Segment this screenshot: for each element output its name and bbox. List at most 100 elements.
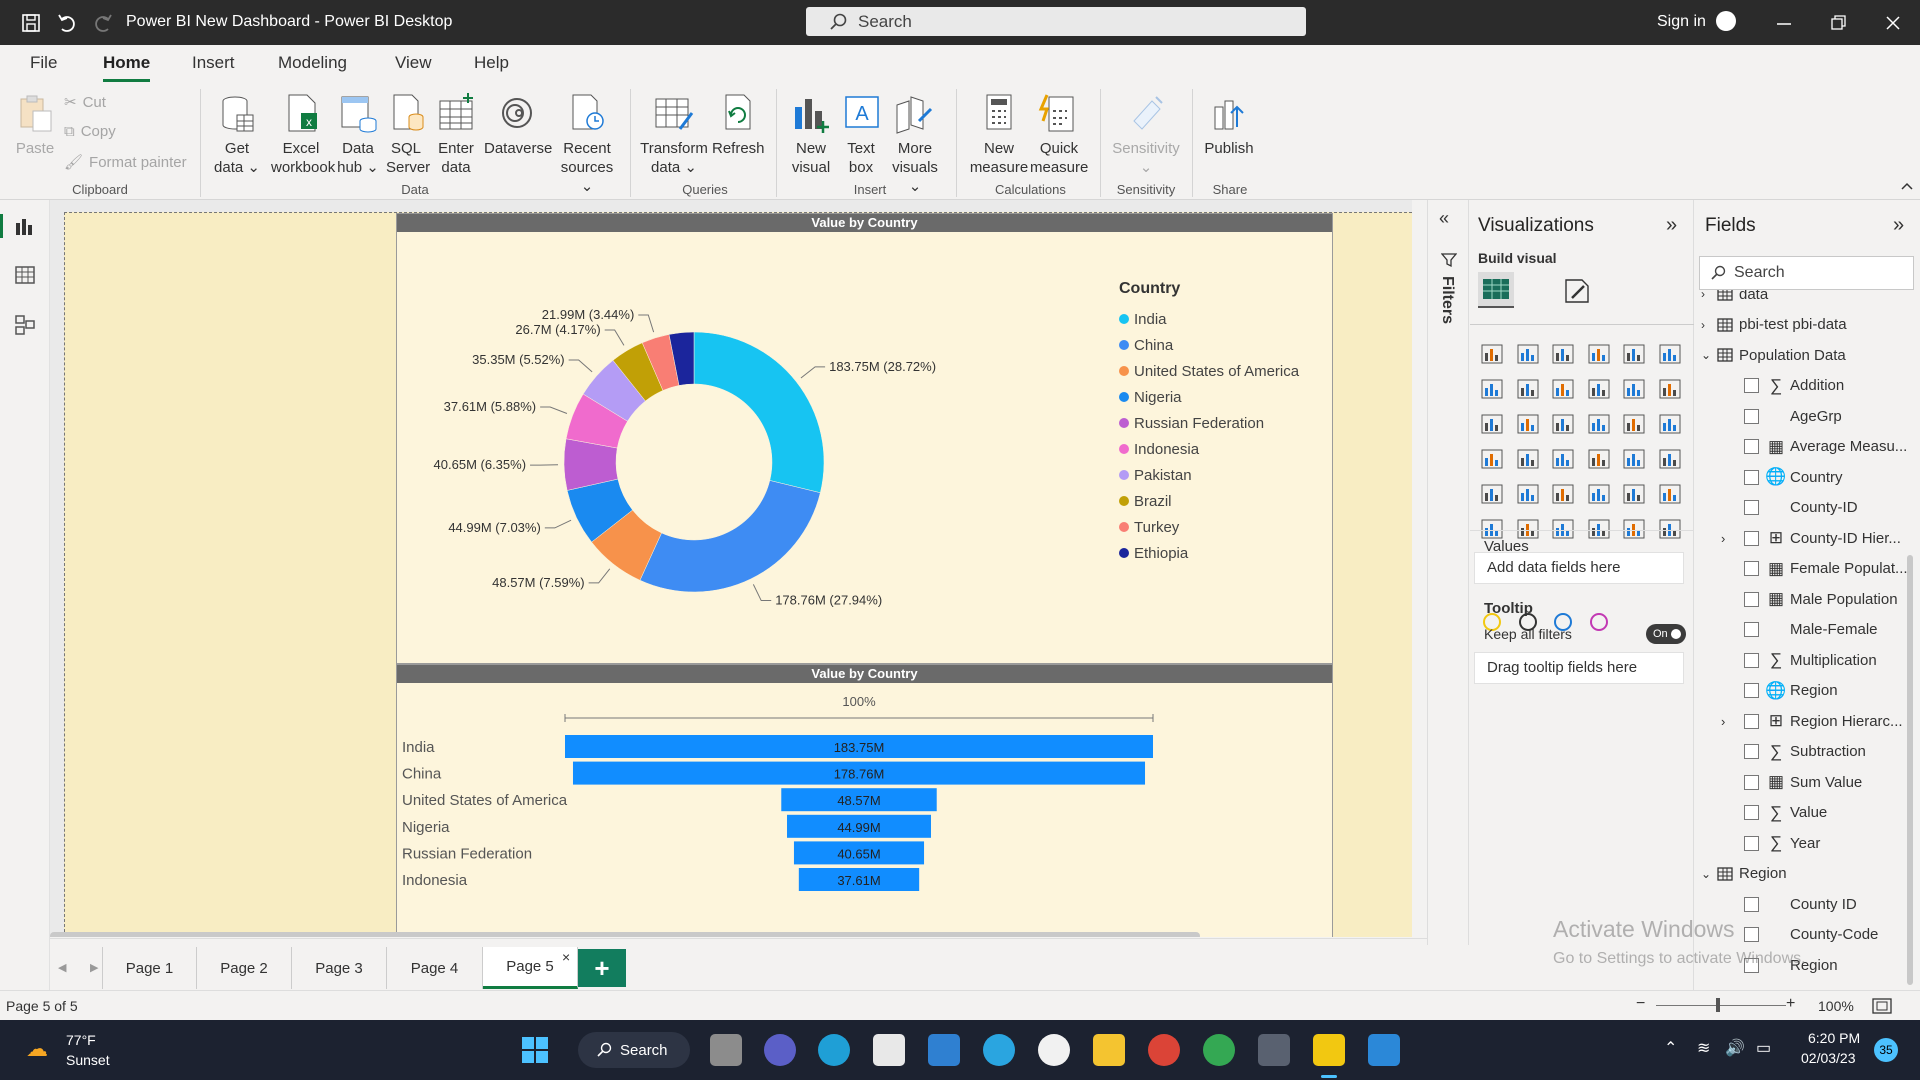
- notification-badge[interactable]: 35: [1874, 1038, 1898, 1062]
- app-w-icon[interactable]: [1038, 1034, 1070, 1066]
- chevron-down-icon[interactable]: ⌄: [1701, 348, 1712, 362]
- file-explorer-icon[interactable]: [1093, 1034, 1125, 1066]
- cut-button[interactable]: ✂ Cut: [64, 93, 106, 112]
- collapse-viz-icon[interactable]: »: [1666, 214, 1678, 236]
- field-checkbox[interactable]: [1744, 378, 1759, 393]
- field-average-measu-[interactable]: ▦ Average Measu...: [1695, 435, 1920, 459]
- menu-file[interactable]: File: [30, 53, 58, 72]
- zoom-slider-handle[interactable]: [1716, 998, 1720, 1012]
- field-county-code[interactable]: County-Code: [1695, 923, 1920, 947]
- menu-modeling[interactable]: Modeling: [278, 53, 347, 72]
- r-visual-visual-icon[interactable]: [1587, 483, 1611, 505]
- telegram-icon[interactable]: [983, 1034, 1015, 1066]
- field-region[interactable]: Region: [1695, 953, 1920, 977]
- field-checkbox[interactable]: [1744, 896, 1759, 912]
- funnel-chart-visual[interactable]: Value by Country 100% India 183.75M China 17…: [396, 664, 1333, 937]
- get-data-button[interactable]: Get data ⌄: [212, 91, 262, 177]
- clustered-bar-visual-icon[interactable]: [1516, 343, 1540, 365]
- key-influencers-visual-icon[interactable]: [1658, 483, 1682, 505]
- 100-column-visual-icon[interactable]: [1658, 343, 1682, 365]
- slicer-visual-icon[interactable]: [1480, 483, 1504, 505]
- add-page-button[interactable]: +: [578, 949, 626, 987]
- avatar-icon[interactable]: [1716, 11, 1736, 31]
- field-checkbox[interactable]: [1744, 835, 1759, 851]
- sql-server-button[interactable]: SQL Server: [386, 91, 430, 177]
- field-region-hierarc-[interactable]: › ⊞ Region Hierarc...: [1695, 709, 1920, 733]
- close-icon[interactable]: [1884, 14, 1902, 32]
- funnel-bar-nigeria[interactable]: [787, 814, 931, 838]
- search-bar[interactable]: Search: [806, 7, 1306, 36]
- filters-pane-collapsed[interactable]: « Filters: [1427, 200, 1469, 945]
- taskbar-search[interactable]: Search: [578, 1032, 690, 1068]
- 100-bar-visual-icon[interactable]: [1622, 343, 1646, 365]
- menu-insert[interactable]: Insert: [192, 53, 235, 72]
- expand-filters-icon[interactable]: «: [1439, 208, 1450, 228]
- field-checkbox[interactable]: [1744, 439, 1759, 454]
- edge-icon[interactable]: [818, 1034, 850, 1066]
- legend-item[interactable]: India: [1119, 306, 1329, 332]
- close-page-icon[interactable]: ×: [562, 949, 571, 965]
- new-visual-button[interactable]: New visual: [788, 91, 834, 177]
- model-view-icon[interactable]: [14, 314, 36, 336]
- fields-scrollbar[interactable]: [1907, 555, 1913, 985]
- store-icon[interactable]: [873, 1034, 905, 1066]
- pie-visual-icon[interactable]: [1587, 413, 1611, 435]
- format-visual-icon[interactable]: [1562, 276, 1592, 306]
- field-checkbox[interactable]: [1744, 652, 1759, 668]
- filled-map-visual-icon[interactable]: [1516, 448, 1540, 470]
- gauge-visual-icon[interactable]: [1551, 448, 1575, 470]
- field-checkbox[interactable]: [1744, 500, 1759, 515]
- data-hub-button[interactable]: Data hub ⌄: [335, 91, 381, 177]
- waterfall-visual-icon[interactable]: [1658, 378, 1682, 400]
- page-tab-4[interactable]: Page 4: [387, 947, 483, 989]
- undo-icon[interactable]: [54, 10, 80, 36]
- field-addition[interactable]: ∑ Addition: [1695, 374, 1920, 398]
- field-data[interactable]: › data: [1695, 290, 1920, 306]
- report-view-icon[interactable]: [14, 215, 36, 237]
- ribbon-visual-icon[interactable]: [1622, 378, 1646, 400]
- next-page-icon[interactable]: ▶: [90, 962, 99, 974]
- field-checkbox[interactable]: [1744, 561, 1759, 576]
- field-pbi-test-pbi-data[interactable]: › pbi-test pbi-data: [1695, 313, 1920, 337]
- smart-narrative-visual-icon[interactable]: [1551, 518, 1575, 540]
- save-icon[interactable]: [18, 10, 44, 36]
- zoom-in-icon[interactable]: +: [1786, 995, 1796, 1012]
- custom-visual-4-icon[interactable]: [1587, 611, 1611, 633]
- field-checkbox[interactable]: [1744, 805, 1759, 820]
- power-apps-visual-icon[interactable]: [1658, 518, 1682, 540]
- matrix-visual-icon[interactable]: [1551, 483, 1575, 505]
- field-agegrp[interactable]: AgeGrp: [1695, 404, 1920, 428]
- line-column-visual-icon[interactable]: [1587, 378, 1611, 400]
- map-visual-icon[interactable]: [1480, 448, 1504, 470]
- tooltip-well[interactable]: Drag tooltip fields here: [1474, 652, 1684, 684]
- multi-row-card-visual-icon[interactable]: [1622, 448, 1646, 470]
- funnel-bar-united-states-of-america[interactable]: [781, 788, 937, 812]
- restore-icon[interactable]: [1829, 14, 1847, 32]
- field-year[interactable]: ∑ Year: [1695, 831, 1920, 855]
- collapse-fields-icon[interactable]: »: [1893, 214, 1905, 236]
- windows-start-icon[interactable]: [521, 1036, 549, 1064]
- legend-item[interactable]: Turkey: [1119, 514, 1329, 540]
- legend-item[interactable]: Russian Federation: [1119, 410, 1329, 436]
- legend-item[interactable]: Brazil: [1119, 488, 1329, 514]
- app-window-icon[interactable]: [1258, 1034, 1290, 1066]
- python-visual-visual-icon[interactable]: [1622, 483, 1646, 505]
- field-multiplication[interactable]: ∑ Multiplication: [1695, 648, 1920, 672]
- redo-icon[interactable]: [90, 10, 116, 36]
- paginated-report-visual-icon[interactable]: [1622, 518, 1646, 540]
- battery-icon[interactable]: ▭: [1756, 1040, 1772, 1057]
- chevron-right-icon[interactable]: ›: [1721, 713, 1726, 729]
- custom-visual-3-icon[interactable]: [1551, 611, 1575, 633]
- funnel-visual-icon[interactable]: [1480, 413, 1504, 435]
- kpi-visual-icon[interactable]: [1658, 448, 1682, 470]
- treemap-visual-icon[interactable]: [1658, 413, 1682, 435]
- menu-view[interactable]: View: [395, 53, 432, 72]
- clustered-column-visual-icon[interactable]: [1587, 343, 1611, 365]
- build-visual-tab[interactable]: [1478, 272, 1514, 308]
- zoom-out-icon[interactable]: −: [1636, 995, 1646, 1012]
- donut-slice-india[interactable]: [693, 331, 825, 494]
- collapse-ribbon-icon[interactable]: [1900, 181, 1914, 191]
- recent-sources-button[interactable]: Recent sources ⌄: [558, 91, 616, 196]
- table-view-icon[interactable]: [14, 264, 36, 286]
- field-country[interactable]: 🌐 Country: [1695, 465, 1920, 489]
